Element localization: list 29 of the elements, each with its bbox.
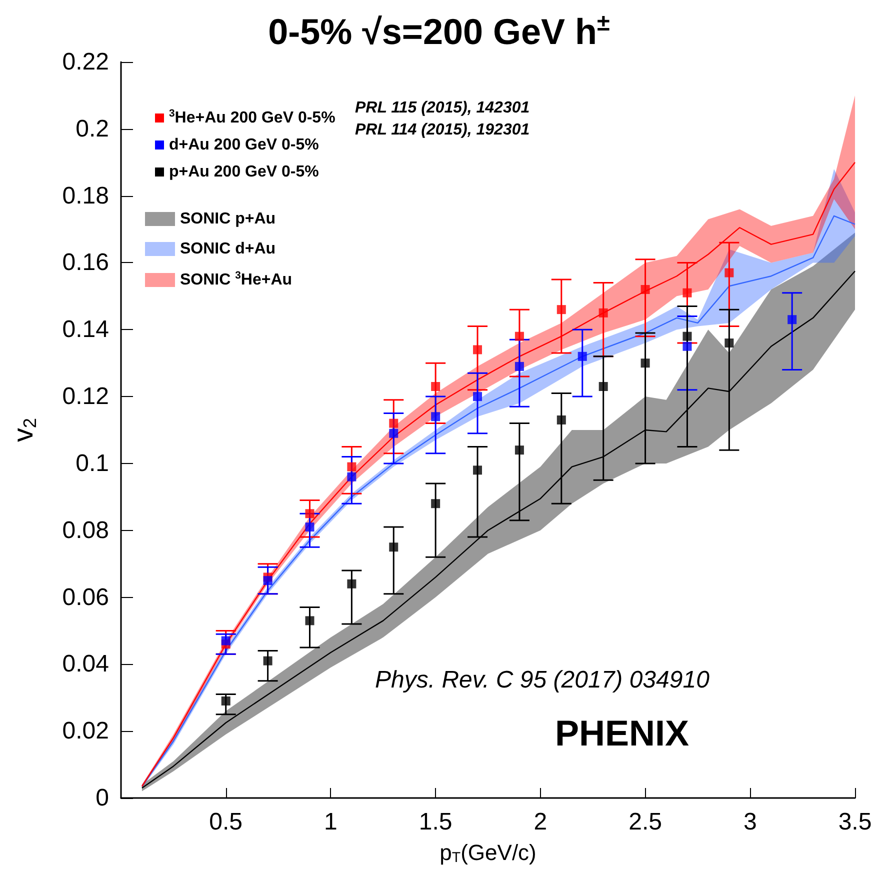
- x-tick-label: 1.5: [418, 808, 452, 836]
- y-tick-label: 0.08: [62, 516, 109, 544]
- x-tick-label: 3: [743, 808, 757, 836]
- y-tick-label: 0.06: [62, 584, 109, 611]
- legend-label: d+Au 200 GeV 0-5%: [169, 136, 319, 154]
- y-tick-label: 0.16: [62, 249, 109, 276]
- y-tick-label: 0.1: [76, 450, 109, 477]
- y-tick-label: 0.14: [62, 316, 109, 344]
- x-tick-label: 2.5: [628, 808, 662, 836]
- legend-label: p+Au 200 GeV 0-5%: [169, 164, 319, 180]
- y-tick-label: 0.2: [76, 115, 109, 142]
- y-tick-label: 0.02: [62, 718, 109, 745]
- annotation: PRL 114 (2015), 192301: [355, 122, 530, 138]
- y-tick-label: 0.04: [62, 650, 109, 678]
- y-tick-label: 0.22: [62, 48, 109, 76]
- chart-title: 0-5% √s=200 GeV h±: [268, 10, 610, 52]
- annotation: PRL 115 (2015), 142301: [355, 100, 530, 116]
- x-tick-label: 3.5: [838, 808, 872, 836]
- annotation: PHENIX: [555, 712, 690, 754]
- y-tick-label: 0: [96, 784, 109, 812]
- x-tick-label: 0.5: [209, 808, 243, 836]
- legend-label: SONIC d+Au: [180, 240, 276, 258]
- y-tick-label: 0.12: [62, 383, 109, 410]
- legend-label: SONIC p+Au: [180, 210, 276, 228]
- y-axis-title: v2: [8, 418, 40, 442]
- y-tick-label: 0.18: [62, 182, 109, 210]
- x-tick-label: 2: [534, 808, 548, 836]
- x-tick-label: 1: [324, 808, 338, 836]
- annotation: Phys. Rev. C 95 (2017) 034910: [375, 666, 710, 694]
